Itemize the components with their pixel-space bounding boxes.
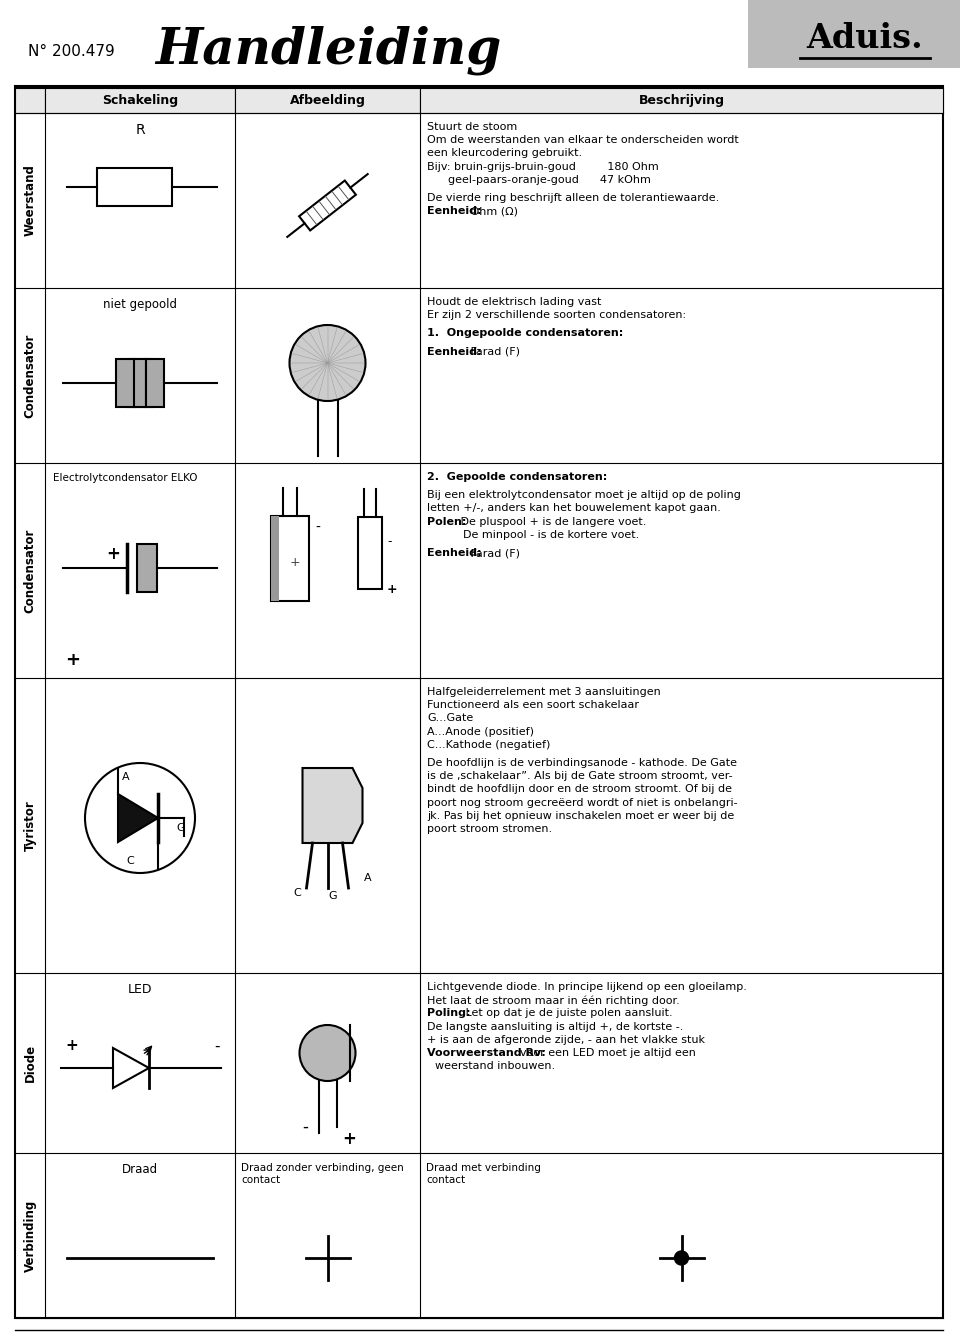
Text: Condensator: Condensator [23, 334, 36, 418]
Bar [128, 359, 146, 407]
Text: 1.  Ongepoolde condensatoren:: 1. Ongepoolde condensatoren: [427, 328, 623, 338]
Polygon shape [118, 794, 158, 842]
Bar [235, 88, 420, 113]
Text: een kleurcodering gebruikt.: een kleurcodering gebruikt. [427, 148, 582, 159]
Text: +: + [387, 583, 397, 595]
Bar [358, 517, 382, 589]
Text: bindt de hoofdlijn door en de stroom stroomt. Of bij de: bindt de hoofdlijn door en de stroom str… [427, 785, 732, 794]
Text: De vierde ring beschrijft alleen de tolerantiewaarde.: De vierde ring beschrijft alleen de tole… [427, 194, 719, 203]
Text: De pluspool + is de langere voet.: De pluspool + is de langere voet. [457, 517, 647, 526]
Text: Afbeelding: Afbeelding [290, 93, 366, 107]
Text: Halfgeleiderrelement met 3 aansluitingen: Halfgeleiderrelement met 3 aansluitingen [427, 688, 660, 697]
Text: G: G [177, 822, 185, 833]
Text: voor een LED moet je altijd een: voor een LED moet je altijd een [513, 1048, 696, 1059]
Text: Polen:: Polen: [427, 517, 467, 526]
Text: R: R [135, 123, 145, 138]
Text: Houdt de elektrisch lading vast: Houdt de elektrisch lading vast [427, 296, 601, 307]
Text: Electrolytcondensator ELKO: Electrolytcondensator ELKO [53, 473, 198, 483]
Text: G: G [328, 890, 337, 901]
Text: Handleiding: Handleiding [155, 25, 501, 75]
Text: Let op dat je de juiste polen aansluit.: Let op dat je de juiste polen aansluit. [463, 1008, 673, 1019]
Text: +: + [65, 651, 81, 669]
Bar [748, 0, 960, 68]
Circle shape [300, 1025, 355, 1081]
Text: Om de weerstanden van elkaar te onderscheiden wordt: Om de weerstanden van elkaar te ondersch… [427, 135, 739, 146]
Text: De langste aansluiting is altijd +, de kortste -.: De langste aansluiting is altijd +, de k… [427, 1021, 684, 1032]
Text: A...Anode (positief): A...Anode (positief) [427, 726, 534, 737]
Text: Schakeling: Schakeling [102, 93, 178, 107]
Text: Condensator: Condensator [23, 529, 36, 613]
Text: Bij een elektrolytcondensator moet je altijd op de poling: Bij een elektrolytcondensator moet je al… [427, 490, 741, 501]
Text: Ohm (Ω): Ohm (Ω) [468, 206, 518, 216]
Text: 2.  Gepoolde condensatoren:: 2. Gepoolde condensatoren: [427, 473, 608, 482]
Polygon shape [113, 1048, 149, 1088]
Text: Er zijn 2 verschillende soorten condensatoren:: Er zijn 2 verschillende soorten condensa… [427, 310, 686, 320]
Polygon shape [300, 180, 356, 231]
Bar [45, 88, 235, 113]
Text: Beschrijving: Beschrijving [638, 93, 725, 107]
Text: poort stroom stromen.: poort stroom stromen. [427, 824, 552, 834]
Bar [420, 88, 943, 113]
Text: A: A [122, 772, 130, 782]
Text: Poling:: Poling: [427, 1008, 470, 1019]
Text: jk. Pas bij het opnieuw inschakelen moet er weer bij de: jk. Pas bij het opnieuw inschakelen moet… [427, 810, 734, 821]
Text: Stuurt de stoom: Stuurt de stoom [427, 121, 517, 132]
Text: geel-paars-oranje-goud      47 kOhm: geel-paars-oranje-goud 47 kOhm [427, 175, 651, 184]
Bar [134, 359, 152, 407]
Circle shape [675, 1251, 688, 1266]
Text: Farad (F): Farad (F) [468, 547, 520, 558]
Text: Verbinding: Verbinding [23, 1199, 36, 1272]
Text: Eenheid:: Eenheid: [427, 547, 482, 558]
Bar [271, 515, 279, 601]
Text: +: + [290, 557, 300, 570]
Text: C...Kathode (negatief): C...Kathode (negatief) [427, 740, 550, 750]
Bar [116, 359, 134, 407]
Text: A: A [364, 873, 372, 882]
Text: Draad: Draad [122, 1163, 158, 1176]
Bar [15, 88, 45, 113]
Text: Draad zonder verbinding, geen
contact: Draad zonder verbinding, geen contact [241, 1163, 404, 1184]
Text: poort nog stroom gecreëerd wordt of niet is onbelangri-: poort nog stroom gecreëerd wordt of niet… [427, 797, 737, 808]
Text: Draad met verbinding
contact: Draad met verbinding contact [426, 1163, 540, 1184]
Text: Het laat de stroom maar in één richting door.: Het laat de stroom maar in één richting … [427, 995, 680, 1005]
Text: -: - [214, 1039, 220, 1053]
Text: Farad (F): Farad (F) [468, 347, 520, 356]
Text: Eenheid:: Eenheid: [427, 347, 482, 356]
Circle shape [85, 764, 195, 873]
Text: -: - [302, 1117, 308, 1136]
Text: Lichtgevende diode. In principe lijkend op een gloeilamp.: Lichtgevende diode. In principe lijkend … [427, 983, 747, 992]
Text: De hoofdlijn is de verbindingsanode - kathode. De Gate: De hoofdlijn is de verbindingsanode - ka… [427, 758, 737, 768]
Text: Aduis.: Aduis. [806, 21, 924, 55]
Text: +: + [106, 545, 120, 563]
Polygon shape [302, 768, 363, 842]
Bar [97, 168, 172, 206]
Text: +: + [65, 1039, 79, 1053]
Bar [146, 359, 164, 407]
Bar [271, 515, 309, 601]
Text: De minpool - is de kortere voet.: De minpool - is de kortere voet. [435, 530, 639, 539]
Text: Weerstand: Weerstand [23, 164, 36, 236]
Text: G...Gate: G...Gate [427, 713, 473, 724]
Text: N° 200.479: N° 200.479 [28, 44, 115, 60]
Text: is de ‚schakelaar”. Als bij de Gate stroom stroomt, ver-: is de ‚schakelaar”. Als bij de Gate stro… [427, 772, 732, 781]
Text: C: C [294, 888, 301, 898]
Text: Eenheid:: Eenheid: [427, 206, 482, 216]
Text: -: - [315, 521, 320, 534]
Text: LED: LED [128, 983, 153, 996]
Text: letten +/-, anders kan het bouwelement kapot gaan.: letten +/-, anders kan het bouwelement k… [427, 503, 721, 514]
Text: weerstand inbouwen.: weerstand inbouwen. [435, 1061, 555, 1071]
Text: niet gepoold: niet gepoold [103, 298, 177, 311]
Text: Tyristor: Tyristor [23, 800, 36, 850]
Text: Functioneerd als een soort schakelaar: Functioneerd als een soort schakelaar [427, 700, 639, 710]
Text: C: C [126, 856, 133, 866]
Text: Bijv: bruin-grijs-bruin-goud         180 Ohm: Bijv: bruin-grijs-bruin-goud 180 Ohm [427, 162, 659, 172]
Text: Diode: Diode [23, 1044, 36, 1083]
Bar [137, 543, 157, 591]
Text: +: + [343, 1129, 356, 1148]
Text: + is aan de afgeronde zijde, - aan het vlakke stuk: + is aan de afgeronde zijde, - aan het v… [427, 1035, 705, 1045]
Circle shape [290, 324, 366, 400]
Text: Voorweerstand Rv:: Voorweerstand Rv: [427, 1048, 545, 1059]
Text: -: - [387, 535, 392, 547]
